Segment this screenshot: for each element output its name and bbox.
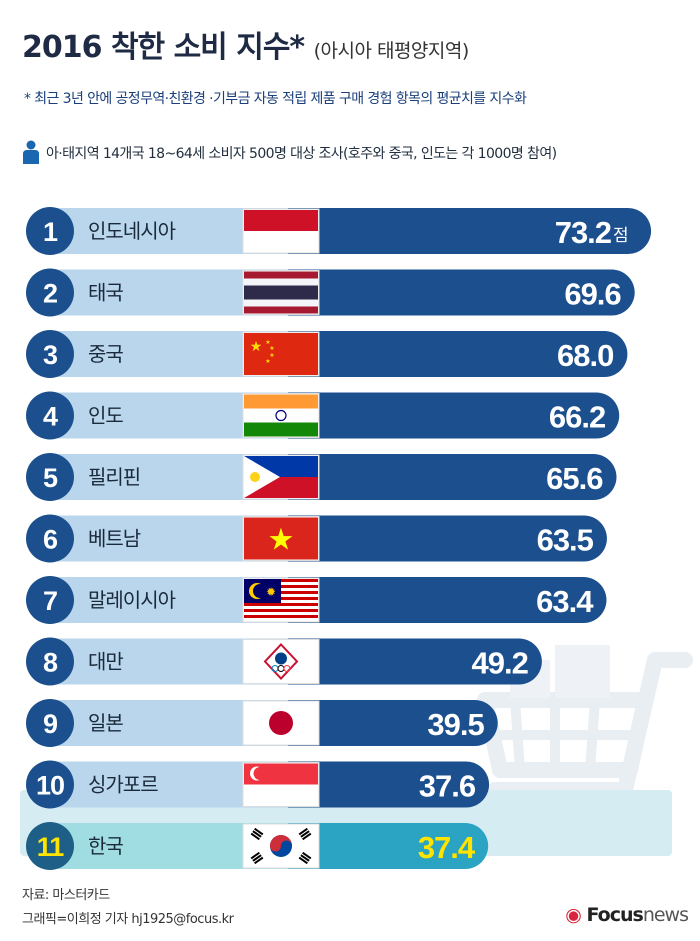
svg-text:★: ★ (265, 358, 270, 365)
bar (288, 392, 620, 439)
value-label: 63.4 (536, 584, 594, 619)
svg-text:★: ★ (268, 523, 295, 558)
category-label: 태국 (88, 281, 123, 305)
category-label: 베트남 (88, 527, 141, 551)
rank-circle (26, 453, 74, 501)
flag-icon (242, 700, 320, 746)
rank-label: 6 (43, 525, 58, 555)
flag-icon: ✹ (242, 577, 320, 623)
rank-circle (26, 268, 74, 317)
svg-text:✹: ✹ (266, 585, 276, 599)
svg-text:★: ★ (250, 339, 263, 355)
survey-description: 아·태지역 14개국 18~64세 소비자 500명 대상 조사(호주와 중국,… (46, 146, 557, 162)
rank-label: 10 (36, 771, 64, 801)
category-label: 중국 (88, 342, 123, 366)
flag-icon (242, 393, 320, 438)
bar (288, 208, 652, 254)
rank-label: 5 (43, 463, 58, 493)
bar (288, 577, 607, 623)
focusnews-logo: ◉ Focusnews (565, 904, 689, 926)
rank-circle (26, 330, 74, 378)
rank-circle (26, 637, 74, 686)
bar-row: 2 태국 69.6 (26, 268, 635, 317)
bar-row: 10 싱가포르 37.6 (26, 760, 490, 809)
flag-icon (242, 823, 320, 869)
bar-row: 7 말레이시아 ✹ 63.4 (26, 576, 607, 624)
rank-circle (26, 207, 74, 255)
svg-text:★: ★ (269, 352, 274, 359)
rank-label: 8 (43, 648, 58, 678)
unit-label: 점 (613, 226, 629, 246)
title-subtitle: (아시아 태평양지역) (313, 40, 470, 62)
rank-circle (26, 514, 74, 563)
flag-icon (242, 208, 320, 254)
bar-row: 8 대만 49.2 (26, 637, 542, 686)
bar (288, 700, 498, 746)
footnote: * 최근 3년 안에 공정무역·친환경 ·기부금 자동 적립 제품 구매 경험 … (24, 91, 527, 107)
bar (288, 761, 490, 808)
flag-icon (242, 762, 320, 807)
person-icon (23, 140, 39, 164)
bar (288, 454, 617, 500)
value-label: 37.4 (418, 830, 476, 865)
rank-circle (26, 391, 74, 440)
category-label: 대만 (88, 650, 123, 674)
bar-row: 3 중국 ★ ★★★★ 68.0 (26, 330, 628, 378)
rank-circle (26, 576, 74, 624)
bar (288, 515, 607, 562)
category-label: 인도네시아 (88, 219, 176, 243)
category-label: 인도 (88, 404, 123, 428)
flag-icon (242, 270, 320, 315)
category-label: 필리핀 (88, 465, 140, 489)
value-label: 73.2 (555, 215, 611, 250)
logo-mark-icon: ◉ (565, 904, 582, 926)
rank-label: 3 (43, 340, 58, 370)
category-label: 한국 (88, 834, 123, 858)
category-label: 말레이시아 (88, 588, 176, 612)
value-label: 37.6 (419, 769, 476, 804)
rank-label: 2 (43, 279, 57, 309)
logo-news-text: news (642, 904, 689, 926)
bar-row: 1 인도네시아 73.2 점 (26, 207, 652, 255)
bar (288, 638, 542, 685)
bar-row: 4 인도 66.2 (26, 391, 620, 440)
category-label: 싱가포르 (88, 773, 158, 797)
rank-label: 4 (43, 402, 58, 432)
logo-focus-text: Focus (586, 904, 643, 926)
graphic-credit: 그래픽=이희정 기자 hj1925@focus.kr (22, 912, 234, 927)
rank-circle (26, 822, 74, 870)
flag-icon (242, 454, 320, 500)
svg-text:★: ★ (269, 345, 274, 352)
rank-label: 9 (43, 709, 58, 739)
bar (288, 269, 635, 316)
chart-title: 2016 착한 소비 지수* (아시아 태평양지역) (22, 22, 469, 66)
flag-icon: ★ (242, 516, 320, 561)
value-label: 68.0 (557, 338, 613, 373)
bar-row: 6 베트남 ★ 63.5 (26, 514, 607, 563)
rank-label: 7 (43, 586, 57, 616)
bar-row: 5 필리핀 65.6 (26, 453, 617, 501)
value-label: 49.2 (472, 646, 528, 681)
bar-row: 11 한국 37.4 (26, 822, 489, 870)
rank-label: 1 (43, 217, 58, 247)
svg-text:★: ★ (265, 339, 270, 346)
value-label: 63.5 (537, 523, 594, 558)
value-label: 39.5 (427, 707, 484, 742)
rank-circle (26, 699, 74, 747)
value-label: 66.2 (549, 400, 605, 435)
value-label: 69.6 (564, 277, 621, 312)
category-label: 일본 (88, 711, 123, 735)
bar-row: 9 일본 39.5 (26, 699, 498, 747)
source-note: 자료: 마스터카드 (22, 888, 110, 903)
flag-icon (242, 639, 320, 684)
value-label: 65.6 (546, 461, 603, 496)
rank-label: 11 (37, 832, 65, 862)
rank-circle (26, 760, 74, 809)
title-main: 2016 착한 소비 지수* (22, 30, 305, 65)
flag-icon: ★ ★★★★ (242, 331, 320, 377)
bar (288, 331, 628, 377)
bar (288, 823, 489, 869)
